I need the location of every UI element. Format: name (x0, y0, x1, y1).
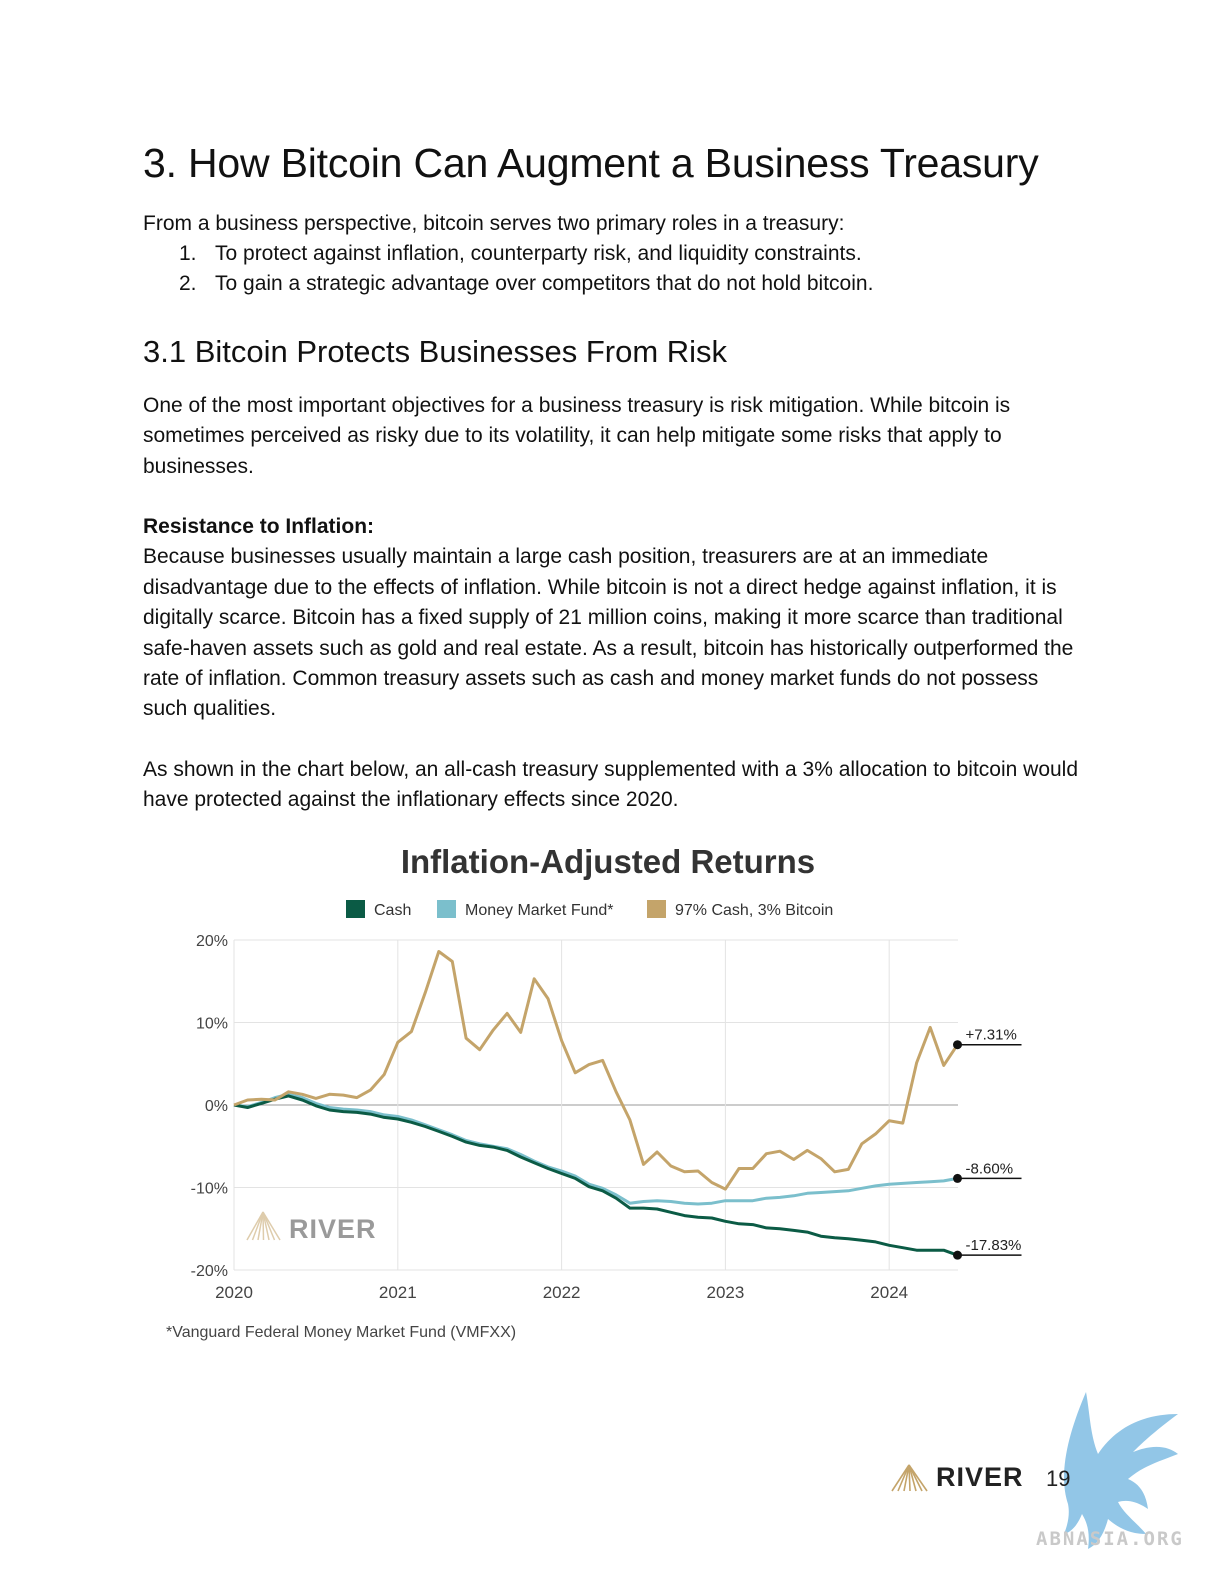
intro-text: From a business perspective, bitcoin ser… (143, 212, 845, 235)
legend-swatch (437, 900, 456, 918)
footer-logo: RIVER (890, 1462, 1024, 1493)
end-point (953, 1040, 963, 1050)
paragraph-chart-intro: As shown in the chart below, an all-cash… (143, 758, 1079, 812)
y-tick-label: -20% (191, 1263, 228, 1280)
list-item: 2. To gain a strategic advantage over co… (143, 269, 1103, 299)
chart-footnote: *Vanguard Federal Money Market Fund (VMF… (166, 1324, 516, 1341)
river-logo-icon (891, 1464, 928, 1491)
legend-label: 97% Cash, 3% Bitcoin (675, 902, 833, 919)
paragraph-risk: One of the most important objectives for… (143, 394, 1011, 478)
legend-swatch (346, 900, 365, 918)
end-value-label: +7.31% (966, 1027, 1017, 1044)
series-line (233, 1092, 958, 1206)
list-number: 2. (179, 272, 197, 295)
chart-title: Inflation-Adjusted Returns (401, 843, 815, 880)
y-tick-label: 0% (205, 1098, 228, 1115)
x-tick-label: 2024 (870, 1283, 908, 1302)
legend-label: Money Market Fund* (465, 902, 614, 919)
list-number: 1. (179, 242, 197, 265)
river-watermark-icon (246, 1211, 281, 1241)
footer-brand: RIVER (936, 1462, 1024, 1492)
series-line (233, 950, 959, 1191)
x-tick-label: 2020 (215, 1283, 253, 1302)
list-text: To gain a strategic advantage over compe… (215, 272, 874, 295)
paragraph-inflation: Because businesses usually maintain a la… (143, 545, 1074, 721)
end-point (953, 1250, 963, 1260)
legend-swatch (647, 900, 666, 918)
inflation-section: Resistance to Inflation: Because busines… (143, 512, 1083, 725)
chart-watermark-text: RIVER (289, 1214, 377, 1244)
page-number: 19 (1046, 1466, 1071, 1491)
watermark-text: ABNASIA.ORG (1036, 1528, 1184, 1550)
intro-block: From a business perspective, bitcoin ser… (143, 209, 1103, 299)
list-text: To protect against inflation, counterpar… (215, 242, 862, 265)
y-tick-label: 20% (196, 933, 228, 950)
inflation-heading: Resistance to Inflation: (143, 515, 375, 538)
roles-list: 1. To protect against inflation, counter… (143, 239, 1103, 299)
series-line (233, 1094, 959, 1257)
x-tick-label: 2021 (379, 1283, 417, 1302)
griffin-watermark-icon (1064, 1392, 1178, 1549)
legend-label: Cash (374, 902, 411, 919)
subsection-title: 3.1 Bitcoin Protects Businesses From Ris… (143, 334, 728, 369)
list-item: 1. To protect against inflation, counter… (143, 239, 1103, 269)
y-tick-label: -10% (191, 1181, 228, 1198)
end-point (953, 1173, 963, 1183)
end-value-label: -8.60% (966, 1160, 1014, 1177)
end-value-label: -17.83% (966, 1237, 1022, 1254)
chart-container: Inflation-Adjusted Returns Cash Money Mark… (150, 832, 1050, 1352)
x-tick-label: 2023 (706, 1283, 744, 1302)
section-title: 3. How Bitcoin Can Augment a Business Tr… (143, 140, 1039, 186)
x-tick-label: 2022 (543, 1283, 581, 1302)
y-tick-label: 10% (196, 1016, 228, 1033)
returns-chart: Inflation-Adjusted Returns Cash Money Mark… (166, 843, 1022, 1341)
